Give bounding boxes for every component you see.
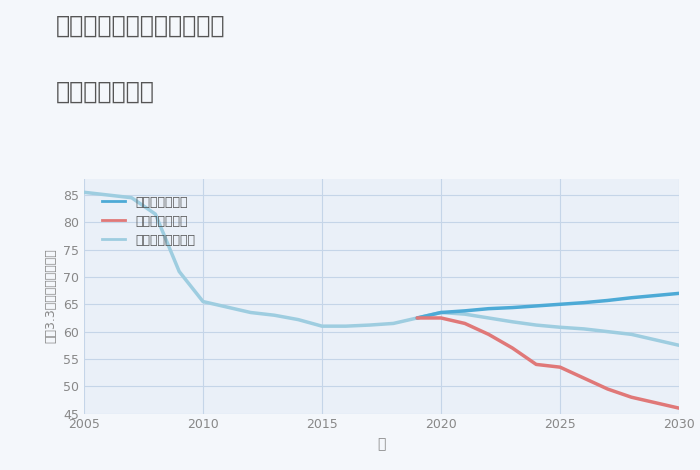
Legend: グッドシナリオ, バッドシナリオ, ノーマルシナリオ: グッドシナリオ, バッドシナリオ, ノーマルシナリオ (96, 189, 201, 253)
Y-axis label: 坪（3.3㎡）単価（万円）: 坪（3.3㎡）単価（万円） (45, 249, 57, 344)
Text: 奈良県奈良市学園緑ヶ丘の: 奈良県奈良市学園緑ヶ丘の (56, 14, 225, 38)
Text: 土地の価格推移: 土地の価格推移 (56, 80, 155, 104)
X-axis label: 年: 年 (377, 437, 386, 451)
